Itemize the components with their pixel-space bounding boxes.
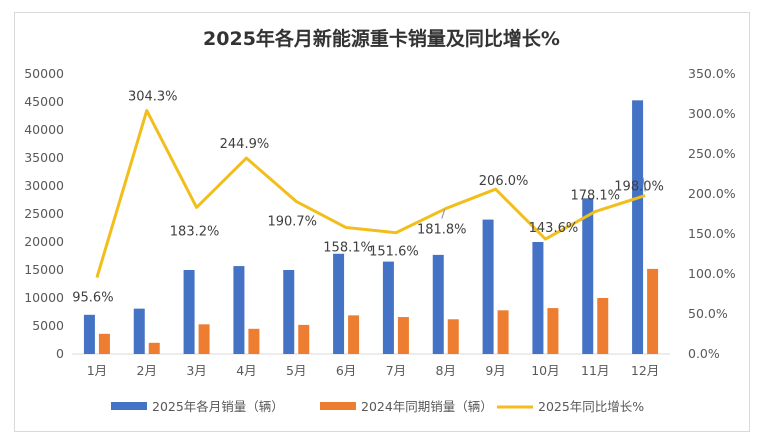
x-axis-tick: 6月 xyxy=(336,363,356,378)
right-axis-tick: 250.0% xyxy=(688,146,736,161)
growth-data-label: 190.7% xyxy=(267,214,317,229)
left-axis-tick: 5000 xyxy=(32,318,64,333)
bar-2024 xyxy=(447,319,459,354)
bar-2024 xyxy=(647,268,659,354)
x-axis-tick: 3月 xyxy=(186,363,206,378)
x-axis-tick: 1月 xyxy=(87,363,107,378)
bar-2024 xyxy=(198,324,210,354)
right-axis-tick: 0.0% xyxy=(688,346,720,361)
growth-line xyxy=(95,109,646,278)
right-axis-tick: 100.0% xyxy=(688,266,736,281)
left-axis-tick: 30000 xyxy=(24,178,64,193)
bar-2025 xyxy=(133,308,145,354)
x-axis-tick: 2月 xyxy=(137,363,157,378)
growth-data-label: 143.6% xyxy=(529,221,579,236)
label-leader-line xyxy=(642,177,646,192)
growth-data-label: 178.1% xyxy=(570,189,620,204)
label-leader-line xyxy=(441,209,446,219)
right-axis-tick: 300.0% xyxy=(688,106,736,121)
left-axis-tick: 10000 xyxy=(24,290,64,305)
growth-data-label: 158.1% xyxy=(323,241,373,256)
chart-title: 2025年各月新能源重卡销量及同比增长% xyxy=(203,28,560,50)
x-axis-tick: 7月 xyxy=(386,363,406,378)
x-axis-tick: 12月 xyxy=(631,363,659,378)
bar-2024 xyxy=(348,315,360,354)
chart-frame xyxy=(14,12,750,432)
right-axis-tick: 150.0% xyxy=(688,226,736,241)
bar-2025 xyxy=(482,219,494,354)
bar-2024 xyxy=(98,333,110,354)
growth-data-label: 183.2% xyxy=(170,224,220,239)
left-axis-tick: 15000 xyxy=(24,262,64,277)
legend-swatch-2025 xyxy=(111,402,147,410)
right-axis-tick: 200.0% xyxy=(688,186,736,201)
bar-2024 xyxy=(397,317,409,354)
x-axis-tick: 11月 xyxy=(581,363,609,378)
x-axis-tick: 10月 xyxy=(531,363,559,378)
legend-label-2024: 2024年同期销量（辆） xyxy=(361,399,493,414)
bar-2025 xyxy=(382,261,394,354)
left-axis-tick: 45000 xyxy=(24,94,64,109)
bar-2024 xyxy=(248,328,260,354)
x-axis-tick: 5月 xyxy=(286,363,306,378)
left-axis-tick: 40000 xyxy=(24,122,64,137)
bar-2025 xyxy=(183,270,195,354)
growth-data-label: 95.6% xyxy=(72,291,113,306)
left-axis-tick: 0 xyxy=(56,346,64,361)
bar-2025 xyxy=(432,254,444,354)
bar-2024 xyxy=(597,298,609,354)
legend-label-growth: 2025年同比增长% xyxy=(538,399,644,414)
bar-2025 xyxy=(233,266,245,354)
bar-2025 xyxy=(632,100,644,354)
growth-data-label: 151.6% xyxy=(369,245,419,260)
right-axis-tick: 350.0% xyxy=(688,66,736,81)
bar-2025 xyxy=(83,314,95,354)
x-axis-tick: 9月 xyxy=(485,363,505,378)
bar-2024 xyxy=(298,324,310,354)
growth-data-label: 304.3% xyxy=(128,90,178,105)
bar-2024 xyxy=(148,342,160,354)
bar-2024 xyxy=(547,308,559,354)
left-axis-tick: 50000 xyxy=(24,66,64,81)
legend-swatch-2024 xyxy=(320,402,356,410)
growth-data-label: 181.8% xyxy=(417,223,467,238)
growth-data-label: 198.0% xyxy=(614,180,664,195)
bar-2025 xyxy=(582,198,594,354)
bar-2024 xyxy=(497,310,509,354)
left-axis-tick: 20000 xyxy=(24,234,64,249)
left-axis-tick: 35000 xyxy=(24,150,64,165)
right-axis-tick: 50.0% xyxy=(688,306,728,321)
growth-data-label: 206.0% xyxy=(479,174,529,189)
bar-2025 xyxy=(532,242,544,354)
bar-2025 xyxy=(333,253,345,354)
x-axis-tick: 4月 xyxy=(236,363,256,378)
bar-2025 xyxy=(283,270,295,354)
left-axis-tick: 25000 xyxy=(24,206,64,221)
growth-data-label: 244.9% xyxy=(220,137,270,152)
x-axis-tick: 8月 xyxy=(436,363,456,378)
legend-label-2025: 2025年各月销量（辆） xyxy=(152,399,284,414)
